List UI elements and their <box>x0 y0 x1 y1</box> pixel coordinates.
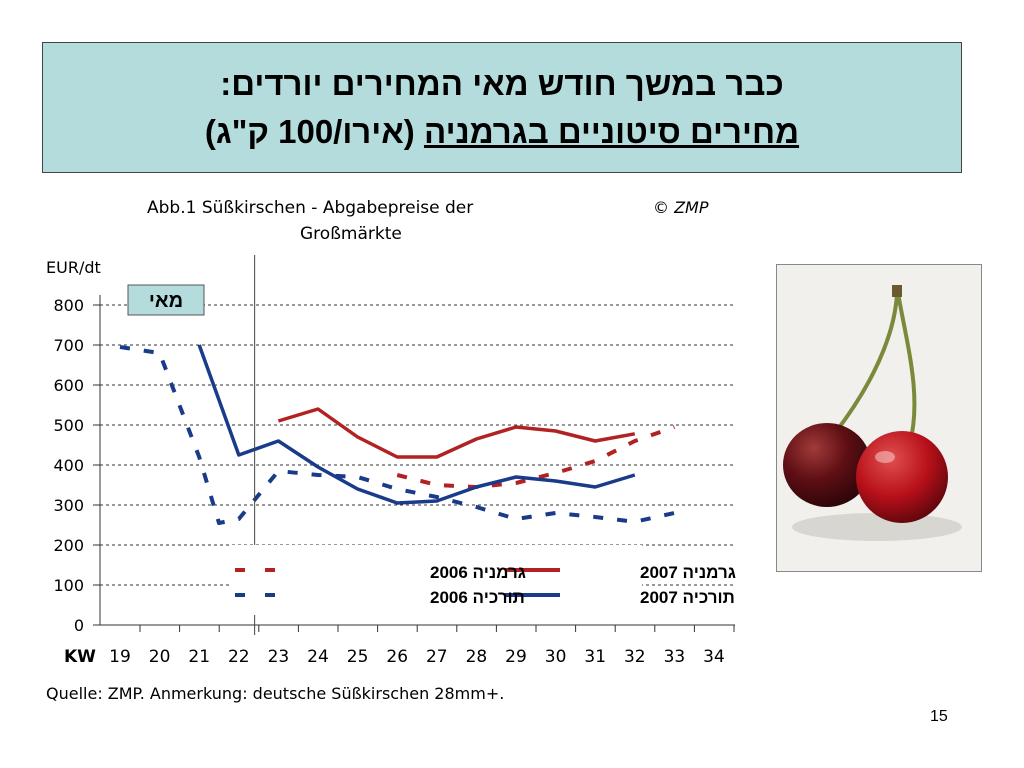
x-tick-label-27: 27 <box>426 647 448 667</box>
page-number: 15 <box>930 708 948 725</box>
legend-background <box>230 545 642 615</box>
y-axis-label: EUR/dt <box>46 258 101 277</box>
cherries-image <box>777 265 981 571</box>
x-tick-label-19: 19 <box>109 647 131 667</box>
x-tick-label-26: 26 <box>386 647 408 667</box>
y-tick-label-300: 300 <box>53 496 84 515</box>
x-tick-label-33: 33 <box>664 647 686 667</box>
y-tick-label-200: 200 <box>53 536 84 555</box>
x-tick-label-34: 34 <box>703 647 725 667</box>
y-tick-label-700: 700 <box>53 336 84 355</box>
x-tick-label-21: 21 <box>188 647 210 667</box>
x-tick-label-23: 23 <box>268 647 290 667</box>
legend: גרמניה 2007 גרמניה 2006 תורכיה 2007 תורכיה … <box>230 545 736 615</box>
series-line-1 <box>277 407 636 459</box>
y-tick-label-600: 600 <box>53 376 84 395</box>
chart-copyright: © ZMP <box>653 198 709 217</box>
legend-label-1: גרמניה 2007 <box>640 563 736 582</box>
x-tick-label-20: 20 <box>149 647 171 667</box>
y-tick-label-400: 400 <box>53 456 84 475</box>
marker-label: מאי <box>149 290 183 312</box>
legend-label-2: גרמניה 2006 <box>430 563 526 582</box>
legend-label-4: תורכיה 2006 <box>430 588 525 607</box>
slide-title-line1: כבר במשך חודש מאי המחירים יורדים: <box>220 65 784 102</box>
x-tick-label-22: 22 <box>228 647 250 667</box>
x-tick-label-32: 32 <box>624 647 646 667</box>
series-line-3 <box>197 344 636 505</box>
axes: 0 100 200 300 400 500 600 700 800 19 20 21 22 23 24 25 2… <box>53 295 735 667</box>
x-axis-label: KW <box>64 647 96 667</box>
cherries-photo <box>776 264 982 572</box>
chart-title-line1: Abb.1 Süßkirschen - Abgabepreise der <box>147 198 473 218</box>
y-tick-label-0: 0 <box>74 616 84 635</box>
x-tick-label-30: 30 <box>545 647 567 667</box>
slide-title-unit: (אירו/100 ק"ג) <box>204 113 424 150</box>
series-lines <box>119 344 676 525</box>
slide-title-underlined: מחירים סיטוניים בגרמניה <box>423 113 800 150</box>
source-note: Quelle: ZMP. Anmerkung: deutsche Süßkirs… <box>46 684 504 703</box>
x-tick-label-25: 25 <box>347 647 369 667</box>
x-tick-label-29: 29 <box>505 647 527 667</box>
x-tick-label-24: 24 <box>307 647 329 667</box>
x-tick-label-31: 31 <box>584 647 606 667</box>
grid-lines <box>100 304 735 586</box>
y-tick-label-800: 800 <box>53 296 84 315</box>
y-tick-label-100: 100 <box>53 576 84 595</box>
marker-label-box <box>127 284 205 316</box>
legend-label-3: תורכיה 2007 <box>640 588 735 607</box>
chart-title-line2: Großmärkte <box>300 224 402 244</box>
slide-title-line2: מחירים סיטוניים בגרמניה (אירו/100 ק"ג) <box>43 113 961 151</box>
series-line-4 <box>119 345 675 525</box>
month-marker: מאי <box>127 255 256 635</box>
price-chart: Abb.1 Süßkirschen - Abgabepreise der Gro… <box>46 198 736 703</box>
x-tick-label-28: 28 <box>466 647 488 667</box>
y-tick-label-500: 500 <box>53 416 84 435</box>
slide-title-box: כבר במשך חודש מאי המחירים יורדים: מחירים… <box>42 42 962 173</box>
